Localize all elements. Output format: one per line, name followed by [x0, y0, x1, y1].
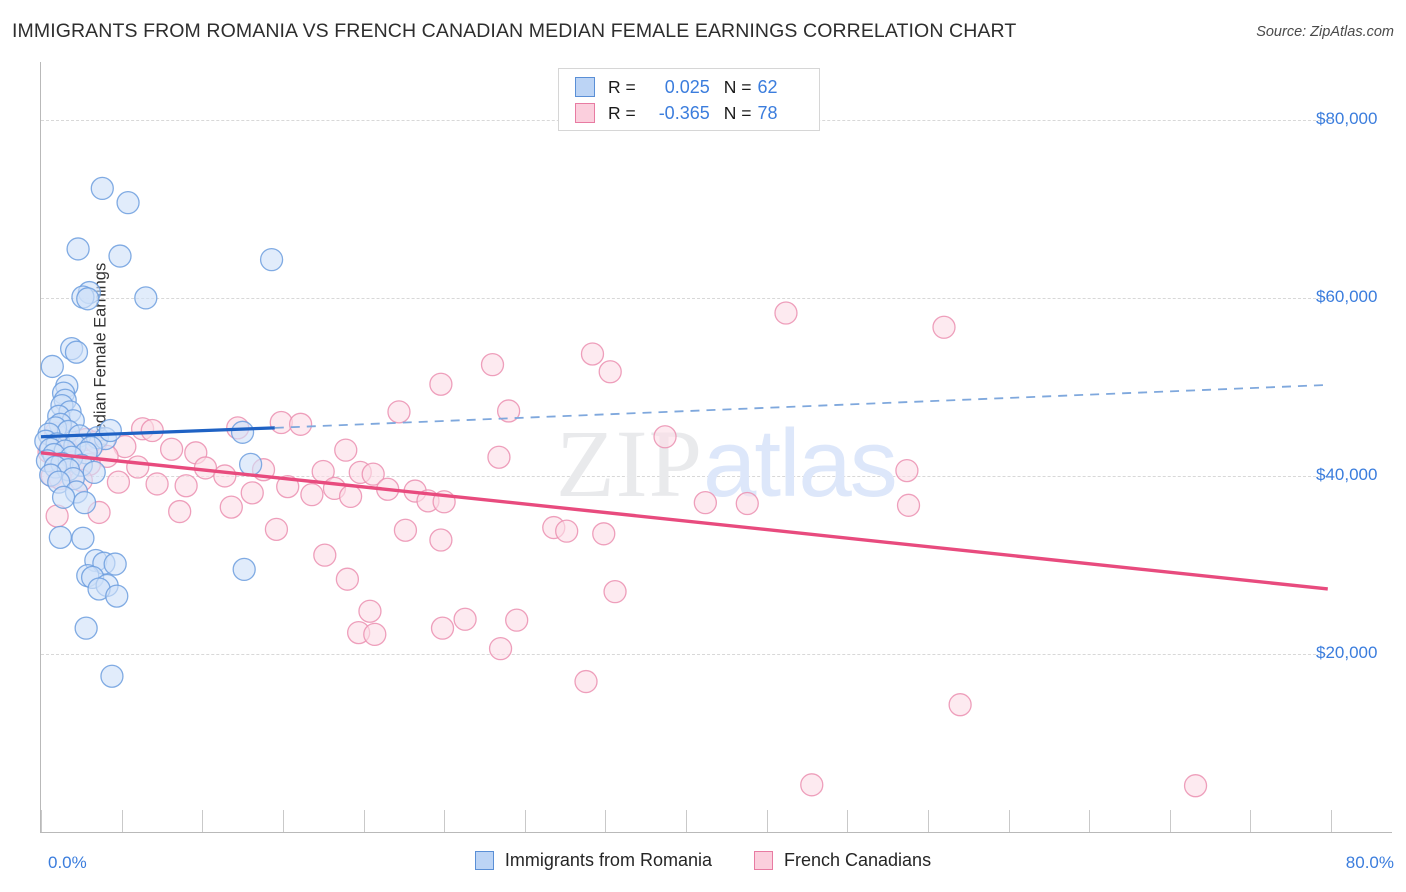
x-axis-tick [282, 810, 284, 832]
legend-swatch-french-canadians [753, 851, 773, 870]
correlation-stats-legend: R = 0.025 N = 62 R = -0.365 N = 78 [558, 68, 820, 131]
legend-swatch-romania [474, 851, 494, 870]
stats-r-label-romania: R = [608, 76, 636, 97]
legend-item-french-canadians[interactable]: French Canadians [753, 850, 932, 871]
plot-area [41, 62, 1331, 832]
stats-row-french-canadians: R = -0.365 N = 78 [575, 100, 778, 126]
stats-n-value-french-canadians: 78 [757, 102, 778, 123]
x-axis-tick [121, 810, 123, 832]
gridline [41, 475, 1331, 477]
source-attribution: Source: ZipAtlas.com [1256, 24, 1394, 40]
x-axis-tick [1169, 810, 1171, 832]
y-axis-tick-label: $40,000 [1316, 464, 1378, 484]
stats-n-label-romania: N = [723, 76, 752, 97]
x-axis-tick [202, 810, 204, 832]
y-axis-tick-label: $20,000 [1316, 642, 1378, 662]
stats-n-value-romania: 62 [757, 76, 778, 97]
stats-r-label-french-canadians: R = [608, 102, 636, 123]
page-title: IMMIGRANTS FROM ROMANIA VS FRENCH CANADI… [12, 20, 1017, 42]
stats-r-value-romania: 0.025 [664, 76, 710, 97]
stats-swatch-romania [575, 77, 595, 97]
gridline [41, 653, 1331, 655]
y-axis-tick-label: $60,000 [1316, 286, 1378, 306]
x-axis-tick [927, 810, 929, 832]
x-axis-tick [766, 810, 768, 832]
stats-row-romania: R = 0.025 N = 62 [575, 74, 778, 100]
x-axis-tick [41, 810, 42, 832]
x-axis-tick [686, 810, 687, 832]
x-axis-tick [1008, 810, 1010, 832]
y-axis-title: Median Female Earnings [91, 262, 110, 447]
series-legend: Immigrants from Romania French Canadians [0, 850, 1406, 871]
stats-swatch-french-canadians [575, 103, 595, 123]
x-axis-min-label: 0.0% [48, 853, 87, 872]
x-axis-tick [847, 810, 849, 832]
legend-item-romania[interactable]: Immigrants from Romania [474, 850, 712, 871]
x-axis-tick [1250, 810, 1252, 832]
x-axis-tick [524, 810, 526, 832]
x-axis-tick [444, 810, 446, 832]
x-axis-tick [1331, 810, 1332, 832]
legend-label-french-canadians: French Canadians [783, 850, 932, 870]
x-axis-tick [1089, 810, 1091, 832]
x-axis-max-label: 80.0% [1345, 853, 1394, 872]
stats-n-label-french-canadians: N = [723, 102, 752, 123]
legend-label-romania: Immigrants from Romania [504, 850, 712, 870]
gridline [41, 297, 1331, 299]
stats-r-value-french-canadians: -0.365 [658, 102, 710, 123]
y-axis-tick-label: $80,000 [1316, 108, 1378, 128]
x-axis-tick [605, 810, 607, 832]
x-axis-tick [363, 810, 365, 832]
x-axis-line [40, 832, 1392, 833]
